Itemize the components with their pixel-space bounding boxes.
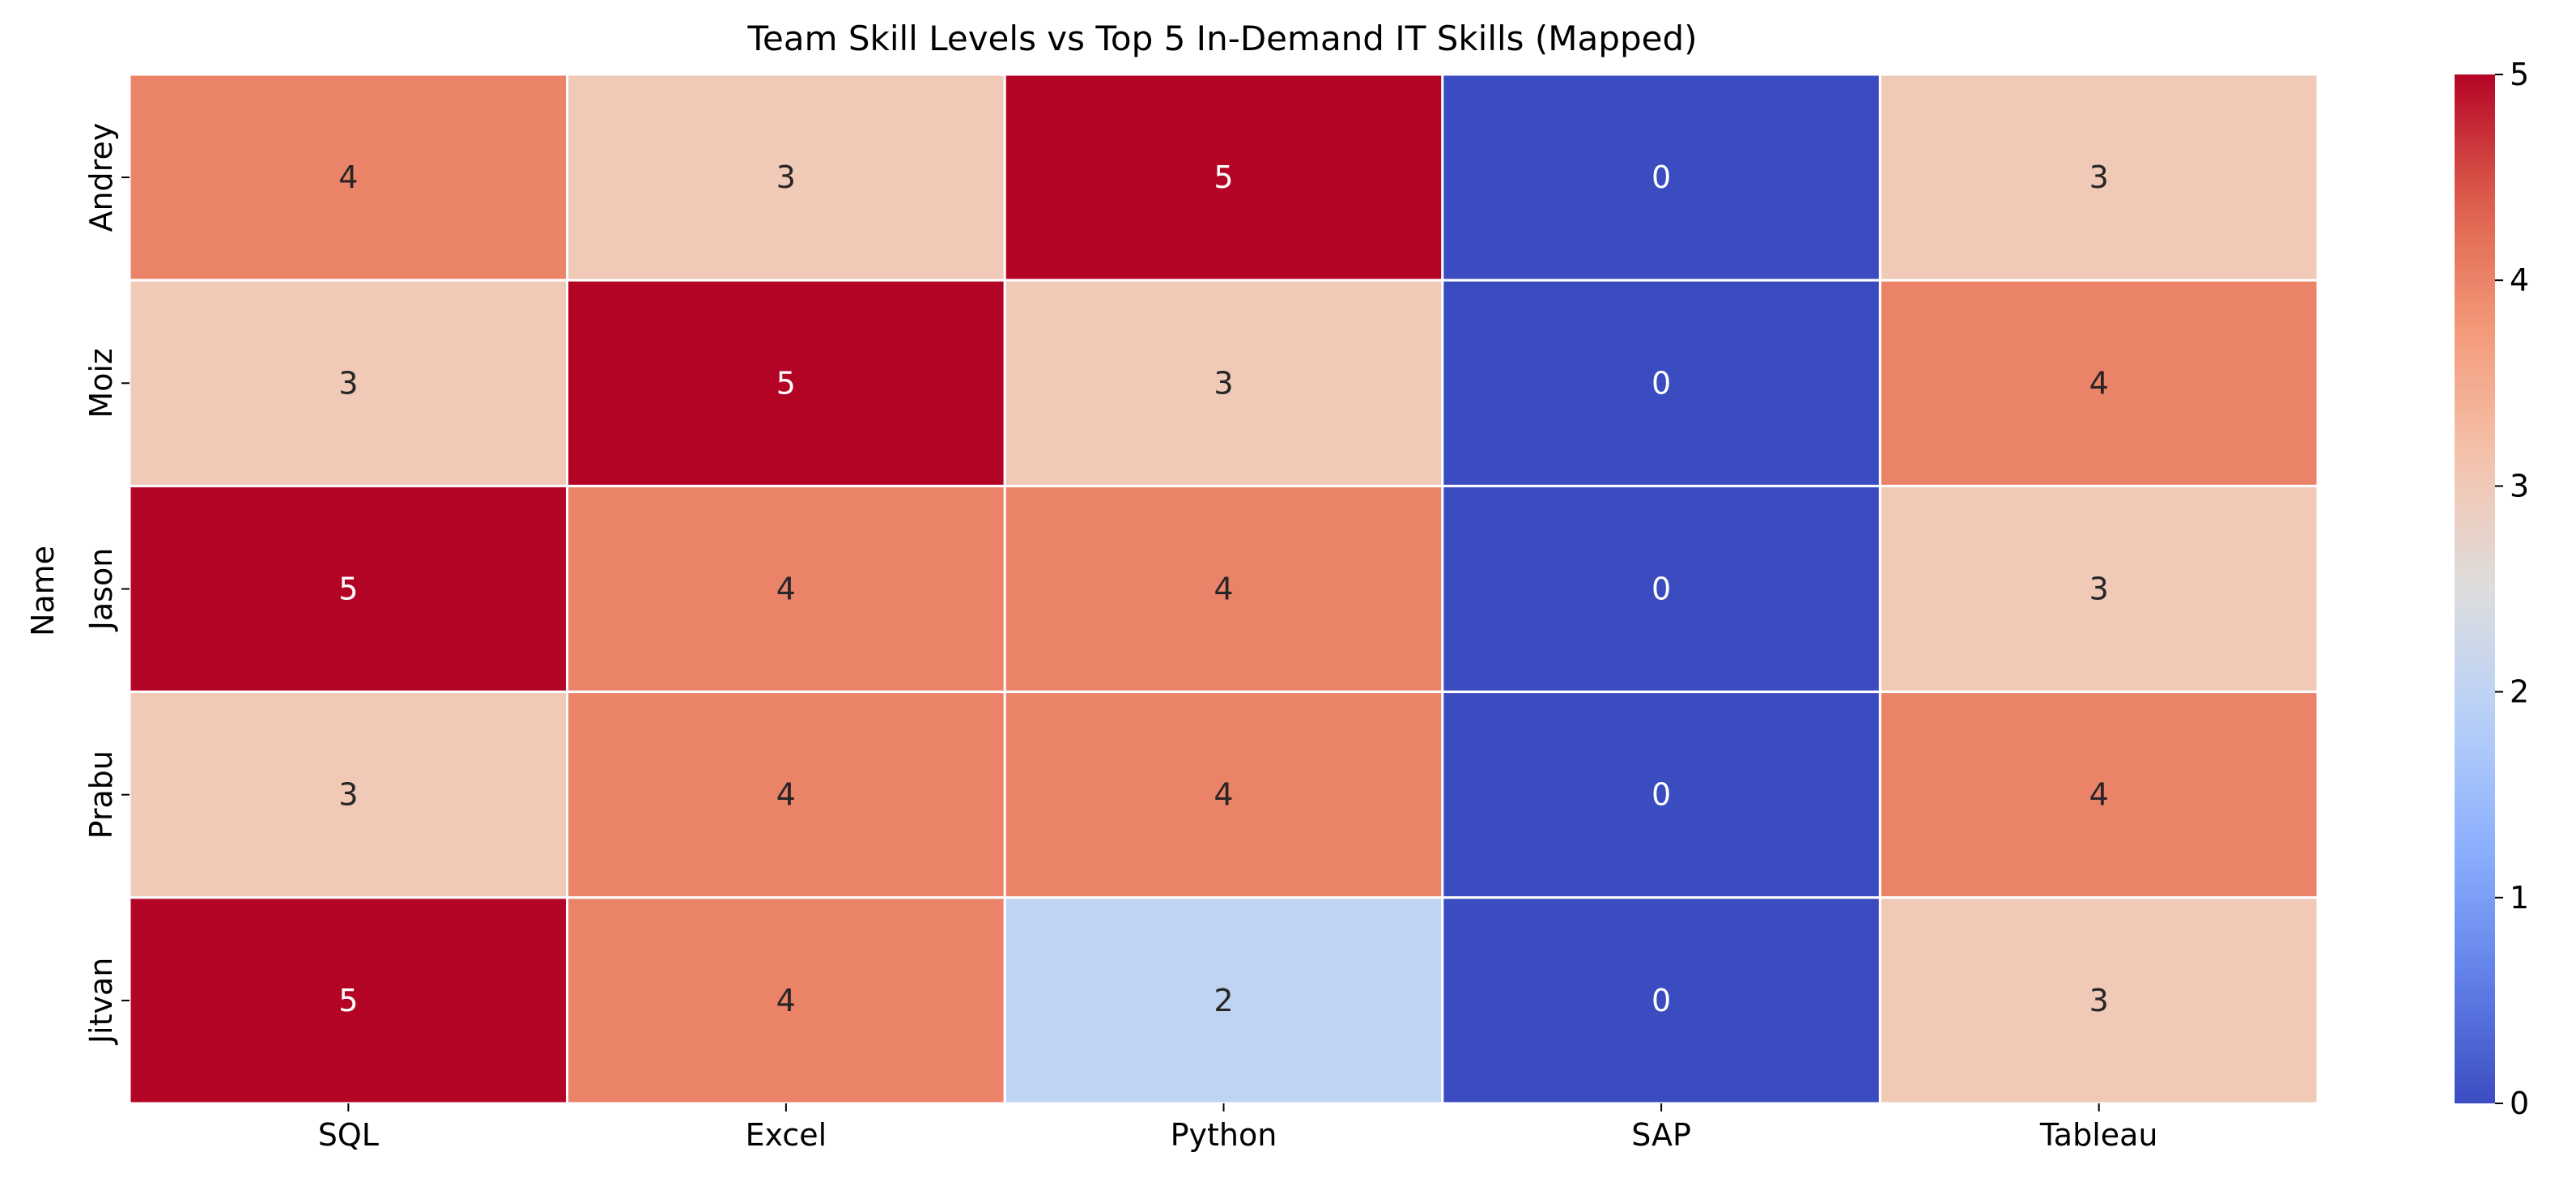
heatmap-cell-andrey-python [1003,73,1444,282]
heatmap-cell-jitvan-sql [128,896,569,1105]
colorbar-tick-label: 5 [2510,57,2529,92]
colorbar-ticks: 0 1 2 3 4 5 [2495,57,2529,1121]
cell-value-label: 3 [2089,159,2109,195]
cell-value-label: 4 [1214,777,1233,813]
cell-value-label: 3 [776,159,796,195]
colorbar-tick-label: 0 [2510,1086,2529,1121]
heatmap-cell-prabu-python [1003,691,1444,899]
heatmap-cell-jason-excel [566,484,1006,694]
heatmap-cell-andrey-tableau [1878,73,2319,282]
cell-value-label: 2 [1214,983,1233,1018]
y-axis-ticks: Andrey Moiz Jason Prabu Jitvan [83,123,130,1045]
x-tick-label: Excel [746,1117,827,1153]
cell-value-label: 4 [776,983,796,1018]
cell-value-label: 4 [776,572,796,607]
heatmap-cell-jitvan-tableau [1878,896,2319,1105]
cell-value-label: 3 [338,777,358,813]
cell-value-label: 4 [1214,572,1233,607]
colorbar: 0 1 2 3 4 5 [2455,57,2529,1121]
cell-value-label: 0 [1651,365,1671,401]
cell-value-label: 3 [1214,365,1233,401]
x-tick-label: Python [1171,1117,1277,1153]
colorbar-tick-label: 3 [2510,468,2529,504]
cell-value-label: 4 [338,159,358,195]
cell-value-label: 0 [1651,572,1671,607]
x-tick-label: SQL [318,1117,379,1153]
cell-value-label: 5 [338,572,358,607]
heatmap-cell-jitvan-excel [566,896,1006,1105]
colorbar-tick-label: 2 [2510,674,2529,710]
cell-value-label: 4 [2089,777,2109,813]
cell-value-label: 5 [1214,159,1233,195]
heatmap-cell-andrey-sap [1441,73,1881,282]
y-tick-label: Jason [83,548,119,632]
y-tick-label: Prabu [83,750,119,839]
cell-value-label: 5 [776,365,796,401]
heatmap-cell-prabu-sap [1441,691,1881,899]
colorbar-tick-label: 1 [2510,880,2529,916]
heatmap-cell-prabu-excel [566,691,1006,899]
heatmap-cell-moiz-python [1003,278,1444,487]
y-tick-label: Moiz [83,348,119,419]
cell-value-label: 3 [338,365,358,401]
cell-value-label: 5 [338,983,358,1018]
chart-title: Team Skill Levels vs Top 5 In-Demand IT … [747,19,1698,58]
heatmap-cell-jitvan-python [1003,896,1444,1105]
x-tick-label: SAP [1631,1117,1691,1153]
x-axis-ticks: SQL Excel Python SAP Tableau [318,1103,2158,1153]
cell-value-label: 0 [1651,983,1671,1018]
cell-value-label: 4 [776,777,796,813]
cell-value-label: 0 [1651,159,1671,195]
heatmap-cell-andrey-excel [566,73,1006,282]
heatmap-cell-prabu-tableau [1878,691,2319,899]
x-tick-label: Tableau [2039,1117,2158,1153]
y-tick-label: Andrey [83,123,119,232]
cell-value-label: 3 [2089,983,2109,1018]
colorbar-tick-label: 4 [2510,262,2529,298]
cell-value-label: 3 [2089,572,2109,607]
y-tick-label: Jitvan [83,958,119,1046]
heatmap-cell-jason-sap [1441,484,1881,694]
heatmap-cells: 4 3 5 0 3 3 5 3 0 4 5 4 4 0 3 3 4 4 0 4 5 4 2 0 3 [128,73,2319,1105]
heatmap-cell-andrey-sql [128,73,569,282]
heatmap-cell-moiz-tableau [1878,278,2319,487]
heatmap-cell-jason-tableau [1878,484,2319,694]
heatmap-cell-moiz-sql [128,278,569,487]
cell-value-label: 0 [1651,777,1671,813]
heatmap-cell-jason-python [1003,484,1444,694]
cell-value-label: 4 [2089,365,2109,401]
colorbar-bar [2455,74,2495,1103]
y-axis-label: Name [25,546,61,636]
